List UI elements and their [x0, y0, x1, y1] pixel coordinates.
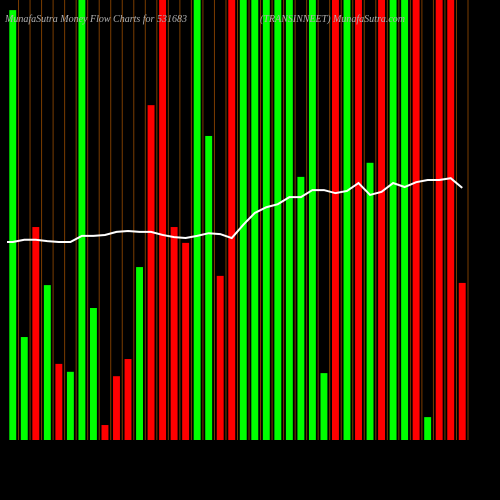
bar	[447, 0, 455, 440]
bar	[32, 227, 40, 440]
bar	[355, 0, 362, 440]
bar	[228, 0, 236, 440]
bar	[424, 417, 432, 440]
bar	[435, 0, 443, 440]
bar	[182, 242, 190, 440]
bar	[193, 0, 201, 440]
chart-subtitle: (TRANSINNEET) MunafaSutra.com	[260, 14, 405, 25]
bar	[124, 359, 132, 440]
bar	[55, 363, 63, 440]
bar	[343, 0, 351, 440]
bar	[401, 0, 409, 440]
bar	[274, 0, 282, 440]
bar	[147, 105, 155, 440]
bar	[262, 0, 270, 440]
bar	[378, 0, 386, 440]
bar	[9, 10, 17, 441]
bar	[285, 0, 293, 440]
bar	[20, 337, 28, 440]
bar	[205, 135, 213, 440]
bar	[89, 308, 97, 440]
bar	[113, 376, 120, 440]
bar	[159, 0, 167, 440]
bar	[78, 0, 86, 440]
money-flow-line	[7, 177, 463, 243]
bar	[43, 285, 51, 440]
bar	[66, 371, 74, 440]
bar	[320, 373, 328, 440]
bar	[332, 0, 339, 440]
bar	[366, 162, 374, 441]
bar	[308, 0, 316, 440]
bar	[458, 282, 466, 440]
chart-title: MunafaSutra Money Flow Charts for 531683	[4, 14, 187, 25]
bar	[251, 0, 259, 440]
bar	[170, 227, 178, 440]
bar	[101, 425, 109, 440]
bar	[389, 0, 397, 440]
bar	[136, 267, 143, 440]
bar	[216, 275, 224, 440]
bar	[239, 0, 247, 440]
bar	[412, 0, 420, 440]
bar	[297, 176, 305, 440]
